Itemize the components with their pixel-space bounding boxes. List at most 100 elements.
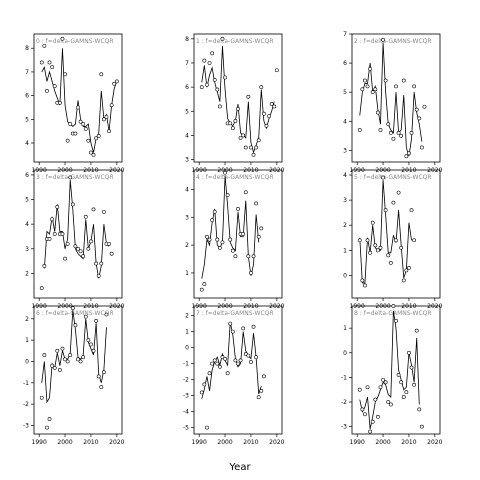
y-tick-label: -3 <box>341 424 347 431</box>
data-point <box>230 126 235 131</box>
data-point <box>60 36 65 41</box>
data-point <box>381 37 385 42</box>
data-point <box>101 117 106 122</box>
data-point <box>68 353 73 357</box>
data-point <box>83 314 88 319</box>
data-point <box>363 78 367 83</box>
data-point <box>45 88 49 93</box>
x-tick-label: 2020 <box>109 439 124 446</box>
data-point <box>357 387 362 392</box>
data-point <box>199 85 204 90</box>
y-tick-label: 5 <box>25 116 29 123</box>
data-point <box>396 131 401 135</box>
data-point <box>42 264 47 268</box>
data-point <box>65 138 70 143</box>
panel-6: 2 : f=delta-GAMNS-WCQR 3 4 5 6 7 1990 2000 2010 2… <box>343 31 442 174</box>
data-point <box>414 107 419 112</box>
panel-4: 4 : f=delta-GAMNS-WCQR 1 2 3 4 1990 2000 2010 20… <box>185 169 285 310</box>
data-point <box>357 238 362 243</box>
data-point <box>386 253 391 258</box>
data-point <box>259 388 264 393</box>
data-point <box>373 397 378 402</box>
y-tick-label: 0 <box>343 350 347 357</box>
data-point <box>399 133 404 138</box>
data-point <box>63 256 67 261</box>
data-point <box>399 245 404 250</box>
data-point <box>86 338 91 343</box>
panel-0: 0 : f=delta-GAMNS-WCQR 4 5 6 7 8 1990 2000 2010 2… <box>25 33 125 174</box>
x-tick-label: 2010 <box>401 167 416 174</box>
data-point <box>396 190 401 195</box>
data-point <box>272 104 277 109</box>
data-point <box>233 254 238 259</box>
data-point <box>39 395 44 400</box>
x-tick-label: 1990 <box>350 167 365 174</box>
x-tick-label: 2000 <box>375 303 390 310</box>
data-point <box>394 84 398 89</box>
data-point <box>246 254 251 259</box>
data-point <box>419 145 424 150</box>
panel-title: 8 : f=delta-GAMNS-WCQR <box>354 310 432 317</box>
data-point <box>401 278 406 283</box>
data-point <box>404 390 409 395</box>
x-tick-label: 2000 <box>57 303 72 310</box>
data-point <box>210 51 215 56</box>
x-tick-label: 2000 <box>217 439 232 446</box>
data-point <box>109 103 114 108</box>
x-tick-label: 2010 <box>83 303 98 310</box>
data-point <box>99 261 104 266</box>
data-point <box>228 121 233 126</box>
data-point <box>391 136 396 141</box>
y-tick-label: -2 <box>23 401 29 408</box>
data-point <box>73 323 78 328</box>
data-point <box>251 324 256 329</box>
data-point <box>269 102 274 106</box>
data-point <box>241 232 246 236</box>
data-point <box>94 261 99 266</box>
data-point <box>243 190 248 195</box>
panel-frame <box>33 169 123 299</box>
x-tick-label: 2010 <box>243 303 258 310</box>
data-point <box>52 84 57 89</box>
data-point <box>373 243 378 248</box>
y-tick-label: 7 <box>25 69 29 76</box>
data-point <box>259 226 264 231</box>
y-tick-label: 4 <box>185 186 189 193</box>
fit-line <box>41 48 118 153</box>
panel-title: 6 : f=delta-GAMNS-WCQR <box>36 310 114 317</box>
data-point <box>114 79 119 84</box>
x-tick-label: 2020 <box>427 303 442 310</box>
x-tick-label: 2010 <box>83 439 98 446</box>
x-tick-label: 1990 <box>192 439 207 446</box>
data-point <box>202 282 207 286</box>
panel-3: 1 : f=delta-GAMNS-WCQR 3 4 5 6 7 8 1990 2000 2010… <box>185 33 285 174</box>
data-point <box>78 119 83 124</box>
y-tick-label: 2 <box>25 316 29 323</box>
data-point <box>360 87 365 92</box>
data-point <box>207 237 212 242</box>
data-point <box>409 131 414 135</box>
data-point <box>404 154 409 159</box>
data-point <box>417 116 422 121</box>
y-tick-label: 7 <box>343 31 347 38</box>
data-point <box>256 234 261 239</box>
data-point <box>205 425 209 430</box>
data-point <box>215 361 220 366</box>
data-point <box>412 382 417 387</box>
y-tick-label: -1 <box>183 361 189 368</box>
data-point <box>223 75 227 80</box>
data-point <box>407 265 411 270</box>
panel-8: 8 : f=delta-GAMNS-WCQR -3 -2 -1 0 1 1990 2000 20… <box>341 304 443 446</box>
data-point <box>259 85 264 90</box>
data-point <box>78 359 83 364</box>
y-tick-label: 8 <box>185 36 189 43</box>
y-tick-label: 1 <box>185 329 189 336</box>
panel-frame <box>351 305 441 435</box>
panel-frame <box>193 305 283 435</box>
y-tick-label: 4 <box>25 140 29 147</box>
data-point <box>357 128 362 132</box>
data-point <box>378 385 383 390</box>
x-tick-label: 2010 <box>243 167 258 174</box>
